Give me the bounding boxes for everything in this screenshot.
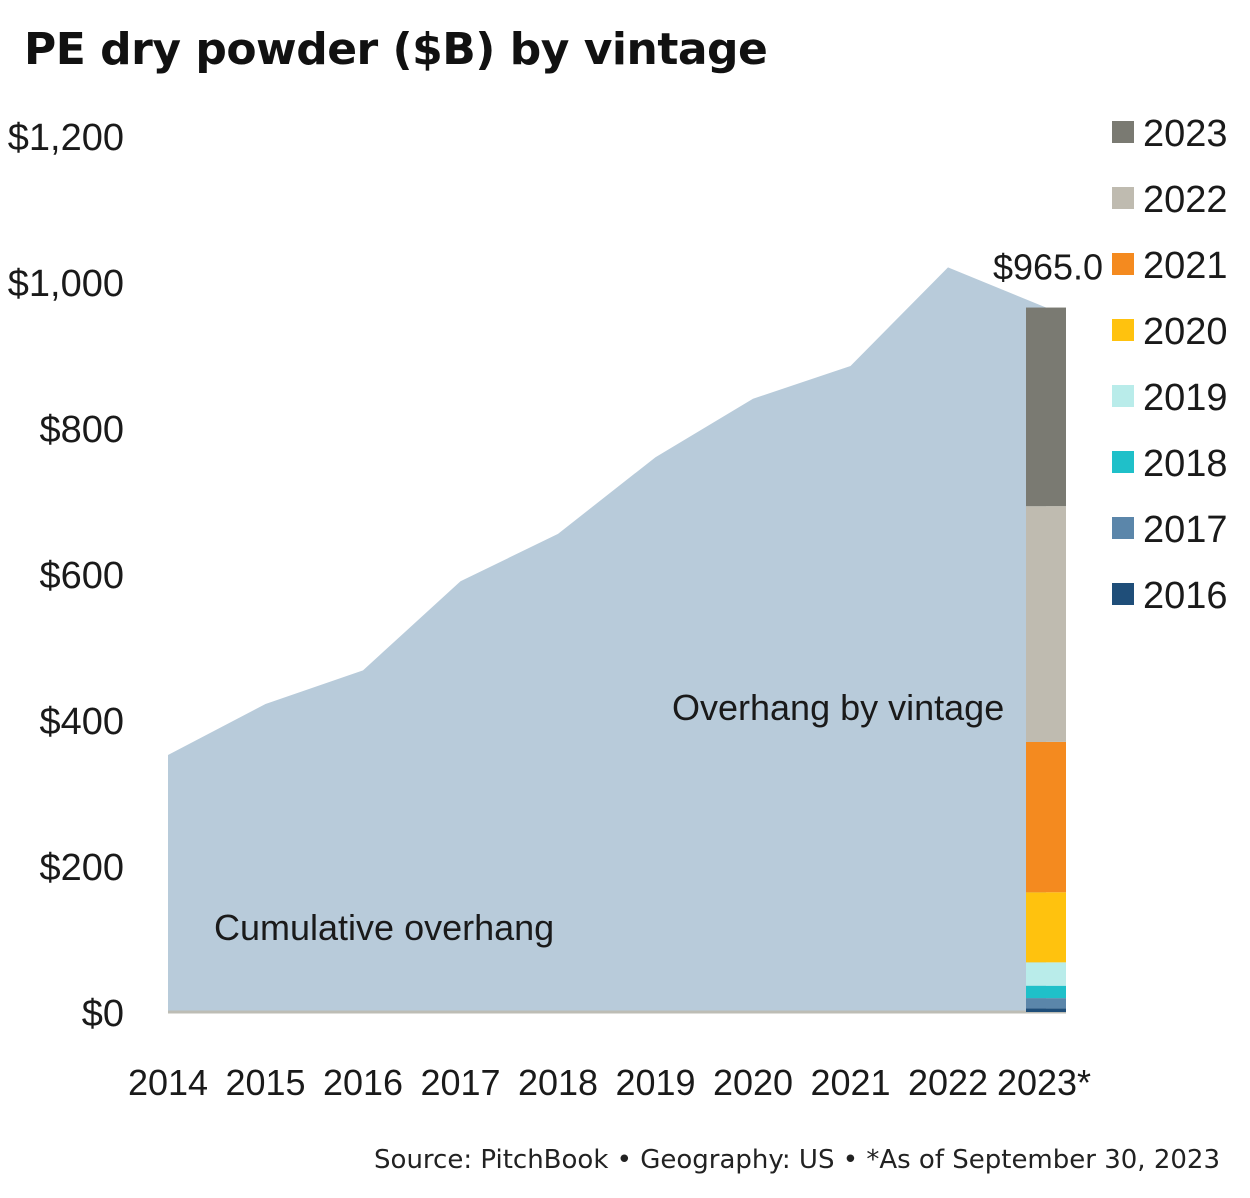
bar-segment-2022 [1026, 506, 1066, 742]
y-tick-label: $200 [39, 847, 124, 889]
annotation-overhang-by-vintage: Overhang by vintage [672, 687, 1004, 728]
legend-swatch-2022 [1112, 187, 1134, 209]
legend-swatch-2018 [1112, 451, 1134, 473]
x-tick-label: 2014 [128, 1062, 208, 1103]
x-tick-label: 2022 [908, 1062, 988, 1103]
x-tick-label: 2015 [225, 1062, 305, 1103]
x-tick-label: 2017 [420, 1062, 500, 1103]
chart-title: PE dry powder ($B) by vintage [24, 24, 768, 75]
legend-swatch-2019 [1112, 385, 1134, 407]
legend-label-2020: 2020 [1143, 311, 1228, 353]
annotations: Cumulative overhang Overhang by vintage [214, 687, 1004, 948]
bar-segment-2023 [1026, 307, 1066, 507]
legend-label-2019: 2019 [1143, 377, 1228, 419]
bar-segment-2017 [1026, 998, 1066, 1009]
bar-total-label: $965.0 [993, 247, 1103, 288]
x-tick-label: 2021 [810, 1062, 890, 1103]
legend-swatch-2016 [1112, 583, 1134, 605]
y-tick-label: $400 [39, 701, 124, 743]
x-tick-label: 2018 [518, 1062, 598, 1103]
cumulative-overhang-area [168, 267, 1046, 1012]
bar-segment-2019 [1026, 962, 1066, 986]
legend-swatch-2020 [1112, 319, 1134, 341]
bar-segment-2016 [1026, 1008, 1066, 1012]
x-tick-label: 2023* [997, 1062, 1091, 1103]
y-tick-label: $800 [39, 409, 124, 451]
annotation-cumulative-overhang: Cumulative overhang [214, 907, 554, 948]
legend-swatch-2023 [1112, 121, 1134, 143]
bar-segment-2020 [1026, 892, 1066, 963]
legend-label-2022: 2022 [1143, 179, 1228, 221]
legend-swatch-2017 [1112, 517, 1134, 539]
x-tick-label: 2020 [713, 1062, 793, 1103]
y-tick-label: $1,000 [8, 263, 124, 305]
bar-segment-2021 [1026, 741, 1066, 893]
legend-label-2017: 2017 [1143, 509, 1228, 551]
x-tick-label: 2019 [615, 1062, 695, 1103]
x-tick-label: 2016 [323, 1062, 403, 1103]
source-note: Source: PitchBook • Geography: US • *As … [374, 1145, 1220, 1175]
y-tick-label: $600 [39, 555, 124, 597]
bar-segment-2018 [1026, 985, 1066, 999]
legend-swatch-2021 [1112, 253, 1134, 275]
legend-label-2018: 2018 [1143, 443, 1228, 485]
y-tick-label: $1,200 [8, 117, 124, 159]
legend-label-2023: 2023 [1143, 113, 1228, 155]
legend-label-2016: 2016 [1143, 575, 1228, 617]
x-axis: 2014 2015 2016 2017 2018 2019 2020 2021 2022 2023… [128, 1062, 1091, 1103]
legend: 2023 2022 2021 2020 2019 2018 2017 2016 [1112, 113, 1228, 617]
y-axis: $0 $200 $400 $600 $800 $1,000 $1,200 [8, 117, 124, 1035]
legend-label-2021: 2021 [1143, 245, 1228, 287]
y-tick-label: $0 [82, 993, 124, 1035]
plot-area: $965.0 [168, 247, 1103, 1014]
